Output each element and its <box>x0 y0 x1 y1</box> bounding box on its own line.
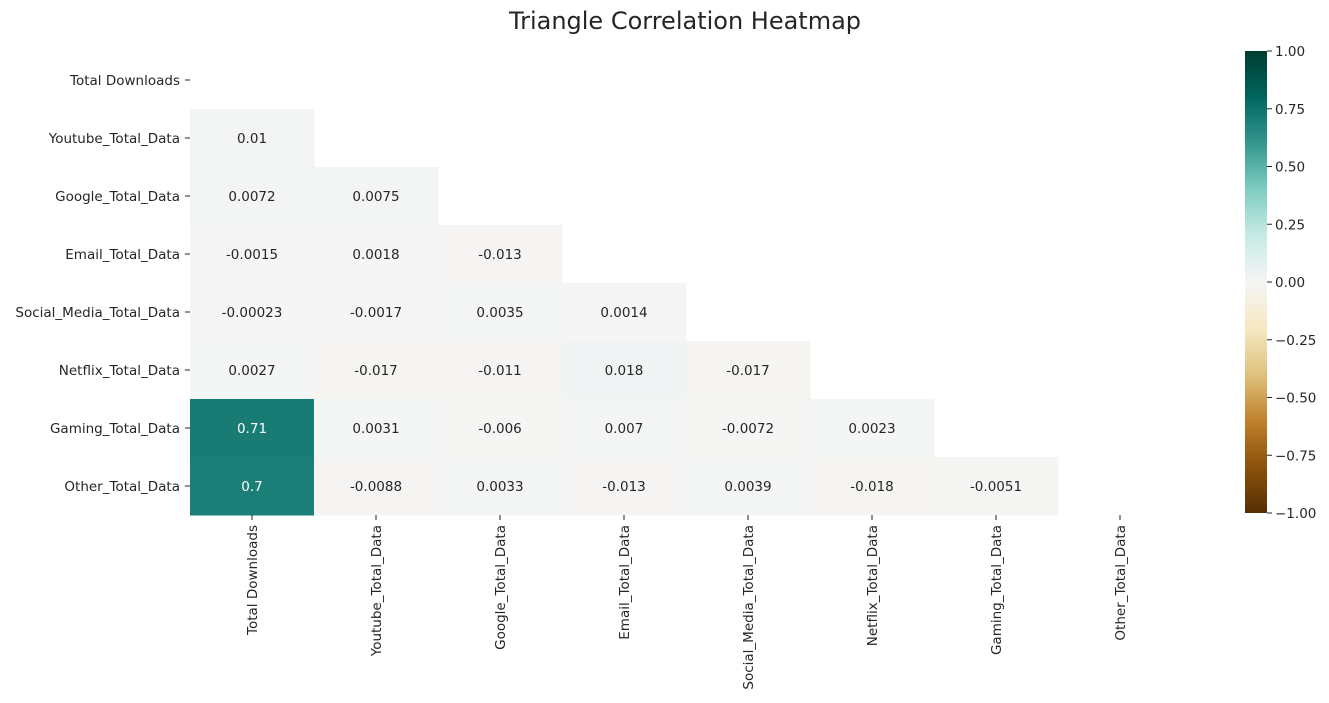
cell-value-label: -0.006 <box>478 421 522 437</box>
heatmap-cell <box>190 457 315 516</box>
cell-value-label: 0.0033 <box>476 479 523 495</box>
x-axis-labels: Total Downloads Youtube_Total_Data Google_… <box>245 515 1129 690</box>
colorbar-tick-label: 0.25 <box>1275 217 1305 233</box>
x-tick-label: Youtube_Total_Data <box>369 525 385 657</box>
heatmap-cell <box>314 399 439 458</box>
heatmap-cell <box>686 457 811 516</box>
heatmap-cell <box>686 341 811 400</box>
y-tick-label: Youtube_Total_Data <box>48 131 180 147</box>
heatmap-cell <box>438 341 563 400</box>
y-tick-label: Gaming_Total_Data <box>50 421 180 437</box>
cell-value-label: -0.00023 <box>222 305 283 321</box>
colorbar-tick-label: 0.50 <box>1275 160 1305 176</box>
cell-value-label: -0.0017 <box>350 305 402 321</box>
heatmap-cell <box>314 283 439 342</box>
cell-value-label: -0.013 <box>602 479 646 495</box>
cell-value-label: 0.0014 <box>600 305 647 321</box>
cell-value-label: -0.0015 <box>226 247 278 263</box>
heatmap-cell <box>810 399 935 458</box>
heatmap-cell <box>190 167 315 226</box>
heatmap-cell <box>562 283 687 342</box>
heatmap-cell <box>190 283 315 342</box>
cell-value-label: 0.7 <box>241 479 262 495</box>
cell-value-label: 0.0023 <box>848 421 895 437</box>
cell-value-label: -0.0051 <box>970 479 1022 495</box>
heatmap-cell <box>562 457 687 516</box>
x-tick-label: Gaming_Total_Data <box>989 525 1005 655</box>
colorbar: 1.00 0.75 0.50 0.25 0.00 −0.25 −0.50 −0.75 −1.00 <box>1245 44 1316 522</box>
cell-value-label: 0.0035 <box>476 305 523 321</box>
heatmap-cell <box>190 225 315 284</box>
cell-value-label: -0.0072 <box>722 421 774 437</box>
cell-value-label: -0.011 <box>478 363 522 379</box>
x-tick-label: Netflix_Total_Data <box>865 525 881 646</box>
x-tick-label: Total Downloads <box>245 525 261 636</box>
heatmap-cell <box>686 399 811 458</box>
x-tick-label: Other_Total_Data <box>1113 525 1129 641</box>
heatmap-cell <box>314 457 439 516</box>
chart-title: Triangle Correlation Heatmap <box>508 7 861 35</box>
x-tick-label: Email_Total_Data <box>617 525 633 640</box>
cell-value-label: 0.0018 <box>352 247 399 263</box>
cell-value-label: -0.017 <box>726 363 770 379</box>
colorbar-tick-label: 1.00 <box>1275 44 1305 60</box>
cell-value-label: 0.0031 <box>352 421 399 437</box>
cell-value-label: -0.018 <box>850 479 894 495</box>
cell-value-label: 0.007 <box>605 421 644 437</box>
cell-value-label: -0.0088 <box>350 479 402 495</box>
cell-value-label: 0.0072 <box>228 189 275 205</box>
heatmap-cell <box>438 457 563 516</box>
cell-value-label: 0.0039 <box>724 479 771 495</box>
y-tick-label: Social_Media_Total_Data <box>15 305 180 321</box>
heatmap-cell <box>314 167 439 226</box>
heatmap-cell <box>934 457 1059 516</box>
cell-value-label: 0.0027 <box>228 363 275 379</box>
heatmap-cell <box>190 109 315 168</box>
cell-value-label: -0.013 <box>478 247 522 263</box>
colorbar-tick-label: −0.25 <box>1275 333 1316 349</box>
heatmap-cell <box>438 399 563 458</box>
heatmap-cell <box>810 457 935 516</box>
y-tick-label: Email_Total_Data <box>65 247 180 263</box>
heatmap-cells: 0.01 0.0072 0.0075 -0.0015 0.0018 -0.013 -0.00… <box>190 109 1059 516</box>
colorbar-tick-label: −0.50 <box>1275 391 1316 407</box>
colorbar-tick-label: 0.75 <box>1275 102 1305 118</box>
heatmap-cell <box>562 399 687 458</box>
colorbar-tick-label: −1.00 <box>1275 506 1316 522</box>
heatmap-cell <box>190 399 315 458</box>
heatmap-cell <box>438 225 563 284</box>
cell-value-label: 0.01 <box>237 131 267 147</box>
colorbar-gradient <box>1245 51 1267 513</box>
y-tick-label: Netflix_Total_Data <box>59 363 180 379</box>
cell-value-label: 0.0075 <box>352 189 399 205</box>
y-tick-label: Other_Total_Data <box>64 479 180 495</box>
colorbar-tick-label: 0.00 <box>1275 275 1305 291</box>
y-axis-labels: Total Downloads Youtube_Total_Data Google_… <box>15 73 190 495</box>
heatmap-cell <box>438 283 563 342</box>
heatmap-cell <box>314 225 439 284</box>
cell-value-label: 0.71 <box>237 421 267 437</box>
heatmap-cell <box>314 341 439 400</box>
cell-value-label: -0.017 <box>354 363 398 379</box>
heatmap-cell <box>190 341 315 400</box>
heatmap-cell <box>562 341 687 400</box>
y-tick-label: Google_Total_Data <box>55 189 180 205</box>
cell-value-label: 0.018 <box>605 363 644 379</box>
colorbar-tick-label: −0.75 <box>1275 448 1316 464</box>
x-tick-label: Google_Total_Data <box>493 525 509 650</box>
y-tick-label: Total Downloads <box>69 73 180 89</box>
x-tick-label: Social_Media_Total_Data <box>741 525 757 690</box>
